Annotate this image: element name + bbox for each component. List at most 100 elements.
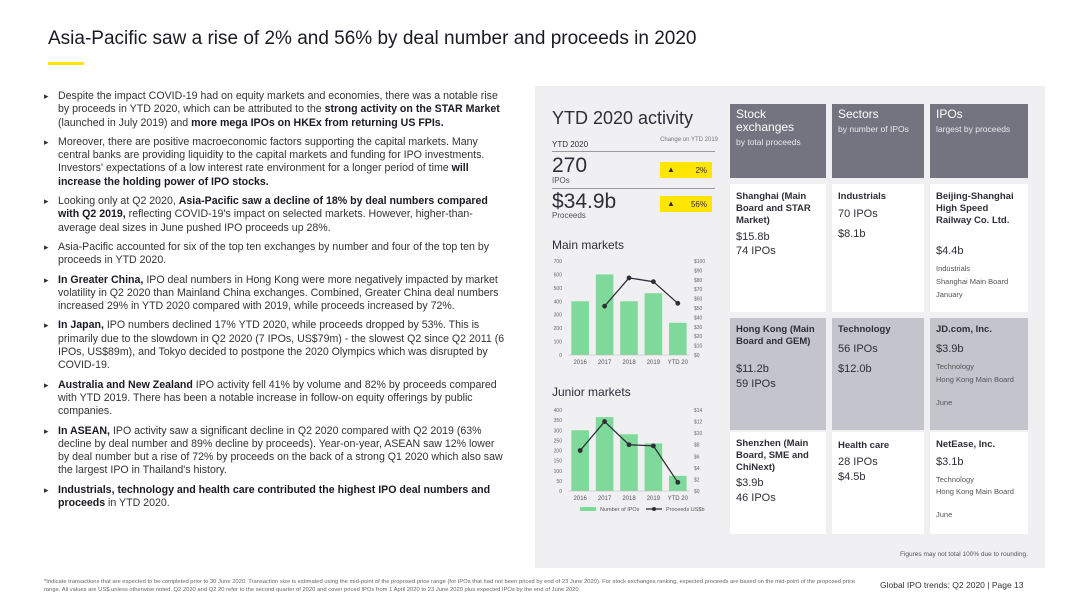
bullet-list: Despite the impact COVID-19 had on equit… bbox=[44, 90, 506, 516]
right-axis-tick-label: $20 bbox=[694, 334, 703, 340]
header-title: Stock exchanges bbox=[736, 107, 795, 134]
bullet-item: Looking only at Q2 2020, Asia-Pacific sa… bbox=[44, 195, 506, 235]
bullet-item: Moreover, there are positive macroeconom… bbox=[44, 136, 506, 189]
sector-ipo-count: 70 IPOs bbox=[838, 208, 878, 220]
proceeds-change-badge: ▲ 56% bbox=[660, 196, 712, 212]
bullet-text: IPO numbers declined 17% YTD 2020, while… bbox=[58, 319, 505, 372]
ipo-company-name: Beijing-Shanghai High Speed Railway Co. … bbox=[936, 191, 1014, 226]
left-axis-tick-label: 150 bbox=[554, 459, 563, 465]
bullet-text: IPO activity fell 41% by volume and 82% … bbox=[58, 378, 497, 418]
change-label: Change on YTD 2019 bbox=[660, 137, 718, 143]
x-axis-tick-label: 2016 bbox=[574, 360, 588, 366]
right-axis-tick-label: $90 bbox=[694, 268, 703, 274]
bullet-bold-text: Asia-Pacific saw a decline of 18% by dea… bbox=[58, 195, 488, 221]
left-axis-tick-label: 600 bbox=[554, 272, 563, 278]
proceeds-value: $34.9b bbox=[552, 190, 617, 213]
table-cell: Shanghai (Main Board and STAR Market) $1… bbox=[730, 184, 826, 312]
up-triangle-icon: ▲ bbox=[667, 199, 675, 208]
proceeds-point bbox=[651, 443, 656, 449]
right-axis-tick-label: $60 bbox=[694, 297, 703, 303]
sector-name: Industrials bbox=[838, 191, 887, 202]
right-axis-tick-label: $6 bbox=[694, 454, 700, 460]
bullet-text: IPO activity saw a significant decline i… bbox=[58, 424, 503, 477]
proceeds-point bbox=[626, 442, 632, 448]
proceeds-point bbox=[626, 275, 632, 281]
figure-note: Figures may not total 100% due to roundi… bbox=[900, 551, 1028, 558]
table-cell: Shenzhen (Main Board, SME and ChiNext) $… bbox=[730, 432, 826, 534]
x-axis-tick-label: 2018 bbox=[622, 496, 636, 502]
x-axis-tick-label: 2019 bbox=[647, 360, 661, 366]
ipo-sector: Technology bbox=[936, 475, 974, 484]
bullet-text: Despite the impact COVID-19 had on equit… bbox=[58, 90, 498, 116]
title-accent-rule bbox=[48, 62, 84, 65]
header-title: Sectors bbox=[838, 107, 879, 121]
table-cell: Health care 28 IPOs $4.5b bbox=[832, 432, 924, 534]
left-axis-tick-label: 100 bbox=[554, 469, 563, 475]
left-axis-tick-label: 400 bbox=[554, 299, 563, 305]
table-cell: Hong Kong (Main Board and GEM) $11.2b 59… bbox=[730, 318, 826, 430]
bullet-text: Looking only at Q2 2020, bbox=[58, 195, 179, 208]
bar bbox=[669, 322, 687, 355]
bullet-item: In ASEAN, IPO activity saw a significant… bbox=[44, 425, 506, 478]
sector-name: Technology bbox=[838, 324, 891, 335]
ipo-count-value: 270 bbox=[552, 154, 588, 177]
bullet-item: In Japan, IPO numbers declined 17% YTD 2… bbox=[44, 319, 506, 372]
header-stock-exchanges: Stock exchanges by total proceeds bbox=[730, 104, 826, 178]
right-axis-tick-label: $30 bbox=[694, 325, 703, 331]
proceeds-line bbox=[604, 277, 679, 307]
right-axis-tick-label: $12 bbox=[694, 420, 703, 426]
table-cell: JD.com, Inc. $3.9b Technology Hong Kong … bbox=[930, 318, 1028, 430]
footnote: *Indicate transactions that are expected… bbox=[44, 579, 856, 593]
header-subtitle: by number of IPOs bbox=[838, 124, 909, 134]
ipo-change-value: 2% bbox=[695, 166, 707, 175]
proceeds-label: Proceeds bbox=[552, 211, 586, 220]
sector-name: Health care bbox=[838, 440, 890, 451]
bar bbox=[595, 417, 614, 491]
table-cell: Technology 56 IPOs $12.0b bbox=[832, 318, 924, 430]
bullet-item: Despite the impact COVID-19 had on equit… bbox=[44, 90, 506, 130]
page-footer: Global IPO trends: Q2 2020 | Page 13 bbox=[880, 580, 1024, 590]
junior-markets-title: Junior markets bbox=[552, 385, 631, 399]
ipo-proceeds: $3.1b bbox=[936, 456, 964, 468]
ipo-sector: Industrials bbox=[936, 264, 971, 273]
x-axis-tick-label: 2018 bbox=[622, 360, 636, 366]
right-axis-tick-label: $4 bbox=[694, 466, 700, 472]
table-cell: Beijing-Shanghai High Speed Railway Co. … bbox=[930, 184, 1028, 312]
ipo-company-name: JD.com, Inc. bbox=[936, 324, 992, 335]
bar bbox=[644, 293, 663, 355]
header-subtitle: by total proceeds bbox=[736, 137, 801, 147]
bullet-bold-text: Industrials, technology and health care … bbox=[58, 483, 491, 510]
table-cell: NetEase, Inc. $3.1b Technology Hong Kong… bbox=[930, 432, 1028, 534]
bullet-text: (launched in July 2019) and bbox=[58, 116, 192, 129]
bar bbox=[644, 443, 663, 491]
right-axis-tick-label: $50 bbox=[694, 306, 703, 312]
proceeds-point bbox=[602, 303, 607, 309]
proceeds-point bbox=[675, 300, 681, 306]
bullet-bold-text: strong activity on the STAR Market bbox=[324, 103, 500, 116]
ipo-sector: Technology bbox=[936, 362, 974, 371]
left-axis-tick-label: 350 bbox=[554, 418, 563, 424]
x-axis-tick-label: 2019 bbox=[647, 496, 661, 502]
exchange-name: Hong Kong (Main Board and GEM) bbox=[736, 324, 815, 347]
legend-label: Number of IPOs bbox=[600, 507, 640, 513]
exchange-proceeds: $15.8b bbox=[736, 231, 770, 243]
left-axis-tick-label: 200 bbox=[554, 449, 563, 455]
right-axis-tick-label: $80 bbox=[694, 278, 703, 284]
bullet-bold-text: will increase the holding power of IPO s… bbox=[58, 162, 469, 188]
exchange-proceeds: $11.2b bbox=[736, 363, 769, 375]
table-cell: Industrials 70 IPOs $8.1b bbox=[832, 184, 924, 312]
left-axis-tick-label: 400 bbox=[554, 408, 563, 414]
bullet-item: Asia-Pacific accounted for six of the to… bbox=[44, 241, 506, 268]
right-axis-tick-label: $2 bbox=[694, 477, 700, 483]
x-axis-tick-label: YTD 20 bbox=[668, 496, 689, 502]
ipo-month: January bbox=[936, 290, 963, 299]
proceeds-point bbox=[651, 279, 656, 285]
proceeds-point bbox=[602, 419, 607, 424]
x-axis-tick-label: 2017 bbox=[598, 360, 612, 366]
proceeds-point bbox=[577, 448, 583, 453]
activity-title: YTD 2020 activity bbox=[552, 108, 694, 128]
right-axis-tick-label: $0 bbox=[694, 353, 700, 359]
exchange-name: Shanghai (Main Board and STAR Market) bbox=[736, 191, 811, 226]
legend-bar-swatch bbox=[580, 507, 596, 511]
legend-line-marker bbox=[652, 507, 656, 511]
